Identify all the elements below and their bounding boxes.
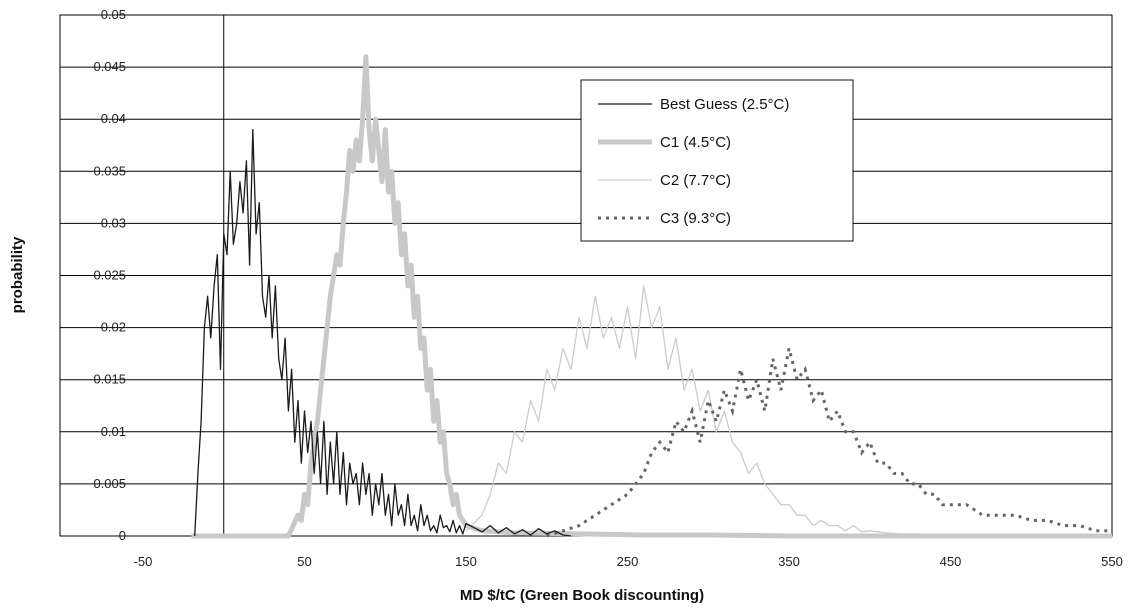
y-tick-label: 0.025 (93, 268, 126, 283)
y-tick-label: 0.02 (101, 320, 126, 335)
x-tick-label: 550 (1101, 554, 1123, 569)
legend-label-1: Best Guess (2.5°C) (660, 96, 789, 113)
legend: Best Guess (2.5°C) C1 (4.5°C) C2 (7.7°C) C3… (580, 79, 854, 242)
y-tick-label: 0.015 (93, 372, 126, 387)
y-tick-label: 0.045 (93, 59, 126, 74)
y-tick-label: 0 (119, 528, 126, 543)
x-tick-label: 350 (778, 554, 800, 569)
x-tick-label: -50 (134, 554, 153, 569)
series-line-3 (465, 285, 1112, 537)
legend-label-2: C1 (4.5°C) (660, 134, 731, 151)
y-tick-label: 0.01 (101, 424, 126, 439)
legend-label-3: C2 (7.7°C) (660, 172, 731, 189)
x-axis-title: MD $/tC (Green Book discounting) (460, 587, 704, 604)
legend-label-4: C3 (9.3°C) (660, 210, 731, 227)
x-tick-label: 50 (297, 554, 311, 569)
series-line-2 (191, 54, 1112, 539)
x-tick-labels: -50 50 150 250 350 450 550 (134, 554, 1123, 569)
y-axis-title: probability (9, 236, 26, 313)
x-tick-label: 250 (617, 554, 639, 569)
series-line-1 (194, 128, 572, 537)
x-tick-label: 450 (940, 554, 962, 569)
y-tick-label: 0.03 (101, 215, 126, 230)
y-tick-label: 0.005 (93, 476, 126, 491)
series-line-4 (546, 348, 1112, 538)
legend-box (580, 79, 854, 242)
x-tick-label: 150 (455, 554, 477, 569)
y-tick-labels: 0 0.005 0.01 0.015 0.02 0.025 0.03 0.035 0.04 0.0… (93, 7, 126, 543)
series-layer (191, 54, 1112, 539)
y-tick-label: 0.04 (101, 111, 126, 126)
y-tick-label: 0.035 (93, 163, 126, 178)
y-tick-label: 0.05 (101, 7, 126, 22)
